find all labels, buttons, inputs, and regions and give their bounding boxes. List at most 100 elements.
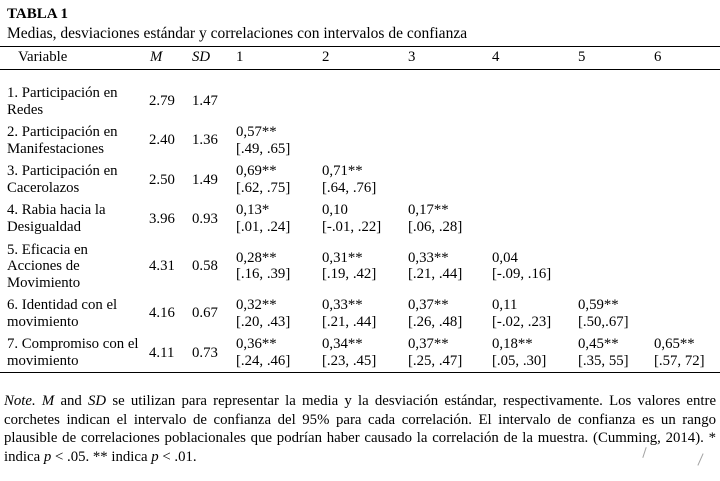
confidence-interval: [.25, .47] (408, 352, 463, 369)
correlation-value: 0,37** (408, 297, 449, 314)
correlation-value: 0,34** (322, 336, 363, 353)
correlation-cell: 0,37** [.25, .47] (404, 333, 488, 373)
correlation-value: 0,11 (492, 297, 518, 314)
correlation-cell: 0,34** [.23, .45] (318, 333, 404, 373)
confidence-interval: [.35, 55] (578, 352, 629, 369)
correlation-cell: 0,04 [-.09, .16] (488, 239, 574, 295)
correlation-value: 0,17** (408, 202, 449, 219)
table-row: 3. Participación en Cacerolazos 2.50 1.49 0… (0, 160, 720, 199)
correlation-cell (574, 199, 650, 238)
table-row: 5. Eficacia en Acciones de Movimiento 4.3… (0, 239, 720, 295)
correlation-cell: 0,45** [.35, 55] (574, 333, 650, 373)
mean-value: 4.16 (149, 305, 175, 322)
correlation-cell (650, 160, 720, 199)
note-text: < .01. (158, 448, 197, 465)
variable-label: 5. Eficacia en Acciones de Movimiento (7, 241, 88, 291)
confidence-interval: [.16, .39] (236, 266, 291, 283)
confidence-interval: [.26, .48] (408, 313, 463, 330)
note-italic-text: M (41, 393, 55, 410)
note-text: se utilizan para representar la media y … (4, 393, 717, 465)
correlation-cell (488, 121, 574, 160)
table-subtitle: Medias, desviaciones estándar y correlac… (7, 25, 468, 42)
correlation-cell: 0,18** [.05, .30] (488, 333, 574, 373)
correlation-value: 0,04 (492, 249, 518, 266)
mean-value: 4.11 (149, 344, 175, 361)
correlation-cell (232, 70, 318, 122)
correlation-cell (488, 160, 574, 199)
variable-label: 6. Identidad con el movimiento (7, 297, 118, 330)
confidence-interval: [.62, .75] (236, 179, 291, 196)
correlation-cell: 0,32** [.20, .43] (232, 294, 318, 333)
correlation-cell: 0,11 [-.02, .23] (488, 294, 574, 333)
header-col-4: 4 (488, 46, 574, 70)
correlation-value: 0,28** (236, 249, 277, 266)
correlation-value: 0,32** (236, 297, 277, 314)
correlation-cell (574, 160, 650, 199)
correlation-value: 0,45** (578, 336, 619, 353)
correlation-cell: 0,57** [.49, .65] (232, 121, 318, 160)
header-row: Variable M SD 1 2 3 4 5 6 (0, 46, 720, 70)
correlation-value: 0,69** (236, 163, 277, 180)
correlation-value: 0,59** (578, 297, 619, 314)
correlation-cell (488, 70, 574, 122)
correlation-value: 0,13* (236, 202, 270, 219)
sd-value: 1.49 (192, 171, 218, 188)
confidence-interval: [.24, .46] (236, 352, 291, 369)
confidence-interval: [-.01, .22] (322, 218, 382, 235)
note-text: < .05. ** indica (51, 448, 152, 465)
confidence-interval: [.23, .45] (322, 352, 377, 369)
header-col-1: 1 (232, 46, 318, 70)
header-col-3: 3 (404, 46, 488, 70)
correlation-cell: 0,33** [.21, .44] (404, 239, 488, 295)
correlation-value: 0,33** (408, 249, 449, 266)
variable-label: 1. Participación en Redes (7, 85, 118, 118)
table-row: 2. Participación en Manifestaciones 2.40 1… (0, 121, 720, 160)
correlation-value: 0,36** (236, 336, 277, 353)
correlation-cell: 0,59** [.50,.67] (574, 294, 650, 333)
variable-label: 3. Participación en Cacerolazos (7, 163, 118, 196)
mean-value: 4.31 (149, 258, 175, 275)
mean-value: 2.79 (149, 93, 175, 110)
correlation-cell: 0,13* [.01, .24] (232, 199, 318, 238)
header-mean: M (145, 46, 188, 70)
mean-value: 2.50 (149, 171, 175, 188)
correlation-cell: 0,10 [-.01, .22] (318, 199, 404, 238)
table-body: 1. Participación en Redes 2.79 1.47 2. Part… (0, 70, 720, 373)
correlation-cell: 0,71** [.64, .76] (318, 160, 404, 199)
note-italic-text: Note. (4, 393, 36, 410)
header-sd: SD (188, 46, 232, 70)
table-header-block: TABLA 1 Medias, desviaciones estándar y … (0, 0, 720, 43)
note-text: and (54, 393, 89, 410)
correlation-value: 0,33** (322, 297, 363, 314)
correlation-cell (318, 121, 404, 160)
confidence-interval: [.64, .76] (322, 179, 377, 196)
table-head: Variable M SD 1 2 3 4 5 6 (0, 46, 720, 70)
sd-value: 0.67 (192, 305, 218, 322)
correlation-value: 0,31** (322, 249, 363, 266)
correlation-cell: 0,17** [.06, .28] (404, 199, 488, 238)
mean-value: 3.96 (149, 210, 175, 227)
note-italic-text: p (43, 448, 52, 465)
correlation-cell (404, 121, 488, 160)
correlation-cell: 0,28** [.16, .39] (232, 239, 318, 295)
correlation-value: 0,18** (492, 336, 533, 353)
confidence-interval: [.06, .28] (408, 218, 463, 235)
correlation-value: 0,57** (236, 124, 277, 141)
confidence-interval: [-.02, .23] (492, 313, 552, 330)
correlation-cell (404, 70, 488, 122)
correlation-cell (318, 70, 404, 122)
table-row: 7. Compromiso con el movimiento 4.11 0.73 0… (0, 333, 720, 373)
correlation-cell (650, 239, 720, 295)
mean-value: 2.40 (149, 132, 175, 149)
correlation-value: 0,71** (322, 163, 363, 180)
header-col-2: 2 (318, 46, 404, 70)
table-row: 1. Participación en Redes 2.79 1.47 (0, 70, 720, 122)
variable-label: 4. Rabia hacia la Desigualdad (7, 202, 106, 235)
table-row: 6. Identidad con el movimiento 4.16 0.67 0,… (0, 294, 720, 333)
header-col-6: 6 (650, 46, 720, 70)
correlation-cell (574, 70, 650, 122)
correlation-value: 0,65** (654, 336, 695, 353)
confidence-interval: [.21, .44] (322, 313, 377, 330)
correlation-cell (650, 121, 720, 160)
sd-value: 0.58 (192, 258, 218, 275)
